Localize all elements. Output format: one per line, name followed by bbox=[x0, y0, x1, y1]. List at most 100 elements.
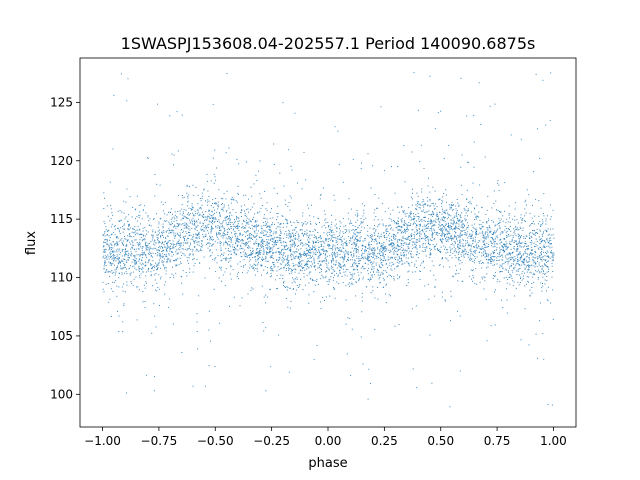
data-point bbox=[297, 233, 299, 235]
data-point bbox=[212, 259, 214, 261]
data-point bbox=[467, 251, 469, 253]
data-point bbox=[275, 228, 277, 230]
data-point bbox=[544, 264, 546, 266]
data-point bbox=[513, 246, 515, 247]
data-point bbox=[215, 271, 217, 273]
data-point bbox=[472, 239, 474, 241]
data-point bbox=[510, 230, 512, 232]
data-point bbox=[415, 305, 417, 307]
data-point bbox=[149, 242, 150, 244]
data-point bbox=[245, 225, 247, 227]
data-point bbox=[443, 235, 445, 237]
data-point bbox=[250, 227, 251, 229]
data-point bbox=[193, 240, 195, 242]
data-point bbox=[424, 221, 426, 222]
data-point bbox=[227, 218, 229, 220]
data-point bbox=[122, 243, 123, 245]
data-point bbox=[307, 267, 309, 269]
data-point bbox=[486, 209, 488, 211]
data-point bbox=[228, 241, 230, 242]
data-point bbox=[518, 253, 520, 255]
data-point bbox=[533, 262, 535, 264]
data-point bbox=[436, 214, 438, 216]
data-point bbox=[326, 255, 328, 257]
data-point bbox=[440, 110, 442, 112]
data-point bbox=[208, 200, 210, 202]
data-point bbox=[343, 257, 345, 259]
data-point bbox=[124, 266, 126, 268]
data-point bbox=[121, 249, 123, 251]
data-point bbox=[480, 260, 482, 262]
data-point bbox=[506, 218, 508, 220]
data-point bbox=[156, 213, 158, 215]
data-point bbox=[294, 227, 296, 229]
data-point bbox=[291, 244, 293, 246]
data-point bbox=[160, 236, 161, 238]
data-point bbox=[198, 250, 200, 252]
data-point bbox=[538, 236, 540, 238]
data-point bbox=[476, 283, 478, 285]
data-point bbox=[412, 192, 413, 194]
data-point bbox=[388, 225, 389, 227]
data-point bbox=[113, 271, 115, 273]
data-point bbox=[473, 141, 475, 143]
data-point bbox=[261, 285, 263, 287]
data-point bbox=[482, 226, 484, 228]
data-point bbox=[409, 239, 411, 241]
data-point bbox=[224, 217, 226, 219]
data-point bbox=[423, 209, 425, 211]
data-point bbox=[543, 246, 545, 247]
data-point bbox=[539, 220, 541, 222]
data-point bbox=[320, 254, 322, 256]
data-point bbox=[458, 220, 460, 222]
data-point bbox=[309, 234, 311, 236]
data-point bbox=[194, 262, 196, 264]
data-point bbox=[342, 268, 344, 270]
data-point bbox=[156, 269, 158, 271]
data-point bbox=[432, 233, 434, 235]
data-point bbox=[252, 252, 254, 254]
data-point bbox=[427, 238, 429, 240]
data-point bbox=[345, 323, 347, 325]
data-point bbox=[245, 235, 246, 237]
data-point bbox=[524, 264, 526, 266]
data-point bbox=[333, 287, 335, 289]
data-point bbox=[499, 281, 501, 283]
data-point bbox=[535, 263, 537, 265]
data-point bbox=[489, 256, 491, 258]
data-point bbox=[308, 245, 310, 247]
data-point bbox=[380, 254, 382, 256]
data-point bbox=[189, 219, 191, 221]
data-point bbox=[341, 249, 342, 251]
data-point bbox=[418, 206, 420, 208]
data-point bbox=[364, 249, 366, 251]
data-point bbox=[107, 230, 109, 232]
data-point bbox=[490, 241, 492, 243]
data-point bbox=[312, 248, 314, 250]
data-point bbox=[222, 237, 224, 239]
data-point bbox=[154, 274, 156, 276]
data-point bbox=[145, 271, 147, 273]
data-point bbox=[486, 340, 488, 342]
data-point bbox=[201, 192, 203, 194]
data-point bbox=[242, 234, 244, 236]
data-point bbox=[523, 262, 525, 263]
data-point bbox=[427, 223, 429, 224]
data-point bbox=[315, 247, 317, 249]
data-point bbox=[451, 239, 452, 241]
data-point bbox=[150, 263, 152, 265]
data-point bbox=[540, 257, 542, 259]
data-point bbox=[121, 268, 123, 270]
data-point bbox=[283, 223, 284, 225]
data-point bbox=[433, 239, 435, 241]
data-point bbox=[488, 244, 490, 246]
data-point bbox=[427, 204, 429, 206]
data-point bbox=[289, 268, 291, 270]
data-point bbox=[174, 244, 176, 245]
data-point bbox=[393, 253, 395, 255]
data-point bbox=[310, 264, 312, 266]
data-point bbox=[545, 265, 547, 267]
data-point bbox=[392, 247, 394, 249]
data-point bbox=[342, 245, 344, 247]
data-point bbox=[184, 255, 186, 257]
